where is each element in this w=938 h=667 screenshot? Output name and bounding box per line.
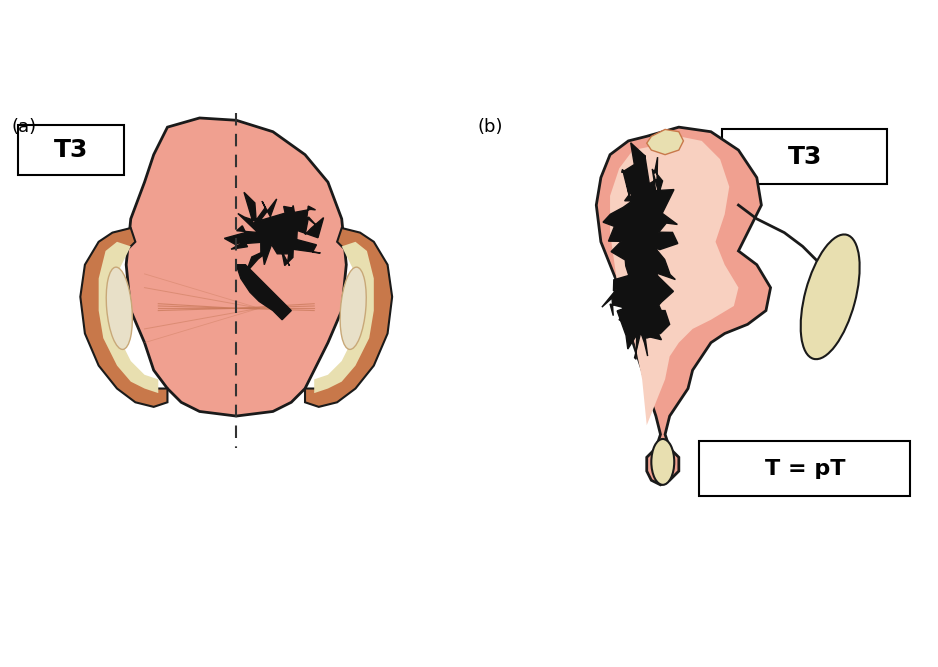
Polygon shape bbox=[305, 228, 392, 407]
Ellipse shape bbox=[801, 235, 859, 359]
Text: T = pT: T = pT bbox=[764, 459, 845, 479]
Ellipse shape bbox=[340, 267, 366, 350]
Polygon shape bbox=[602, 143, 678, 360]
Polygon shape bbox=[236, 265, 292, 319]
Polygon shape bbox=[81, 228, 168, 407]
Polygon shape bbox=[619, 311, 670, 338]
Polygon shape bbox=[597, 127, 770, 485]
Ellipse shape bbox=[106, 267, 132, 350]
Polygon shape bbox=[224, 192, 324, 273]
Ellipse shape bbox=[651, 439, 674, 485]
Polygon shape bbox=[610, 136, 738, 426]
Text: T3: T3 bbox=[788, 145, 822, 169]
FancyBboxPatch shape bbox=[722, 129, 887, 185]
Polygon shape bbox=[646, 129, 684, 155]
Polygon shape bbox=[314, 241, 374, 393]
Polygon shape bbox=[98, 241, 159, 393]
Polygon shape bbox=[127, 118, 346, 416]
FancyBboxPatch shape bbox=[700, 442, 911, 496]
FancyBboxPatch shape bbox=[19, 125, 124, 175]
Text: (a): (a) bbox=[11, 118, 37, 136]
Text: T3: T3 bbox=[54, 138, 88, 162]
Text: (b): (b) bbox=[477, 118, 503, 136]
